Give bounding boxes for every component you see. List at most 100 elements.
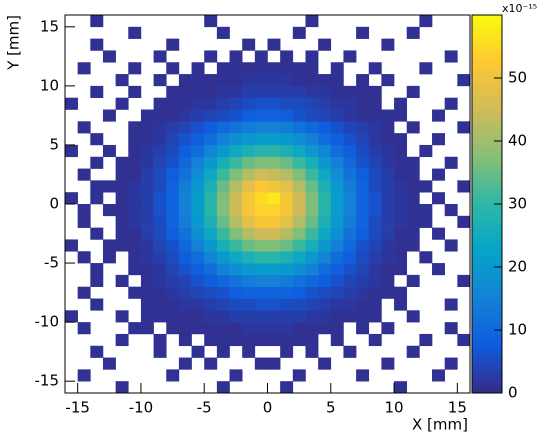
heatmap-cell: [280, 109, 294, 122]
heatmap-cell: [166, 180, 180, 193]
heatmap-cell: [305, 74, 319, 87]
heatmap-cell: [419, 204, 433, 217]
heatmap-cell: [343, 180, 357, 193]
heatmap-cell: [318, 97, 332, 110]
heatmap-cell: [343, 215, 357, 228]
heatmap-cell: [204, 85, 218, 98]
heatmap-cell: [229, 97, 243, 110]
heatmap-cell: [191, 192, 205, 205]
heatmap-cell: [444, 204, 458, 217]
heatmap-cell: [166, 369, 180, 382]
heatmap-cell: [65, 144, 78, 158]
heatmap-cell: [343, 286, 357, 299]
x-tick-label: -5: [197, 399, 212, 417]
heatmap-cell: [128, 215, 142, 228]
heatmap-cell: [204, 168, 218, 181]
heatmap-cell: [394, 97, 408, 110]
heatmap-cell: [394, 156, 408, 169]
heatmap-cell: [216, 62, 230, 75]
heatmap-cell: [368, 333, 382, 347]
heatmap-cell: [394, 133, 408, 146]
heatmap-cell: [330, 121, 344, 134]
heatmap-cell: [343, 192, 357, 205]
heatmap-cell: [305, 263, 319, 276]
heatmap-cell: [128, 204, 142, 217]
heatmap-cell: [216, 192, 230, 205]
heatmap-cell: [254, 62, 268, 75]
heatmap-cell: [292, 274, 306, 287]
heatmap-cell: [432, 109, 445, 122]
heatmap-cell: [178, 85, 192, 98]
heatmap-cell: [330, 62, 344, 75]
heatmap-cell: [292, 227, 306, 240]
heatmap-cell: [254, 298, 268, 311]
y-axis-title: Y [mm]: [5, 15, 23, 71]
heatmap-cell: [267, 215, 281, 228]
heatmap-cell: [254, 274, 268, 287]
heatmap-cell: [204, 310, 218, 323]
heatmap-cell: [191, 121, 205, 134]
heatmap-cell: [178, 180, 192, 193]
heatmap-cell: [280, 251, 294, 264]
heatmap-cell: [419, 15, 433, 28]
heatmap-cell: [242, 227, 256, 240]
heatmap-cell: [356, 286, 370, 299]
heatmap-cell: [381, 204, 395, 217]
heatmap-cell: [140, 263, 154, 276]
heatmap-cell: [292, 168, 306, 181]
heatmap-cell: [204, 215, 218, 228]
heatmap-cell: [191, 156, 205, 169]
heatmap-cell: [90, 15, 104, 28]
heatmap-cell: [280, 156, 294, 169]
heatmap-cell: [153, 333, 167, 347]
heatmap-cell: [254, 286, 268, 299]
heatmap-cell: [191, 298, 205, 311]
x-tick-label: 5: [326, 399, 336, 417]
heatmap-cell: [368, 227, 382, 240]
heatmap-cell: [330, 180, 344, 193]
heatmap-cell: [406, 180, 420, 193]
heatmap-cell: [254, 204, 268, 217]
heatmap-cell: [254, 133, 268, 146]
heatmap-cell: [292, 204, 306, 217]
heatmap-cell: [216, 333, 230, 347]
heatmap-cell: [140, 251, 154, 264]
heatmap-cell: [394, 144, 408, 158]
heatmap-cell: [140, 298, 154, 311]
heatmap-cell: [204, 333, 218, 347]
heatmap-cell: [77, 168, 91, 181]
heatmap-cell: [267, 333, 281, 347]
heatmap-cell: [280, 204, 294, 217]
heatmap-cell: [178, 227, 192, 240]
heatmap-cell: [318, 310, 332, 323]
heatmap-cell: [242, 74, 256, 87]
heatmap-cell: [406, 204, 420, 217]
heatmap-cell: [381, 180, 395, 193]
heatmap-cell: [90, 298, 104, 311]
heatmap-cell: [267, 239, 281, 252]
y-tick-label: 15: [40, 17, 59, 35]
heatmap-cell: [77, 215, 91, 228]
heatmap-cell: [280, 322, 294, 335]
heatmap-cell: [254, 333, 268, 347]
heatmap-cell: [267, 156, 281, 169]
heatmap-cell: [128, 62, 142, 75]
heatmap-cell: [330, 215, 344, 228]
heatmap-cell: [140, 144, 154, 158]
heatmap-cell: [166, 121, 180, 134]
heatmap-cell: [457, 215, 471, 228]
heatmap-cell: [191, 215, 205, 228]
heatmap-cell: [381, 274, 395, 287]
heatmap-cell: [330, 310, 344, 323]
heatmap-cell: [128, 286, 142, 299]
heatmap-cell: [267, 85, 281, 98]
heatmap-cell: [229, 50, 243, 63]
heatmap-cell: [318, 286, 332, 299]
z-tick-label: 30: [508, 195, 527, 213]
heatmap-cell: [204, 144, 218, 158]
heatmap-cell: [318, 85, 332, 98]
heatmap-cell: [229, 85, 243, 98]
heatmap-cell: [204, 357, 218, 370]
heatmap-cell: [406, 227, 420, 240]
heatmap-cell: [330, 333, 344, 347]
